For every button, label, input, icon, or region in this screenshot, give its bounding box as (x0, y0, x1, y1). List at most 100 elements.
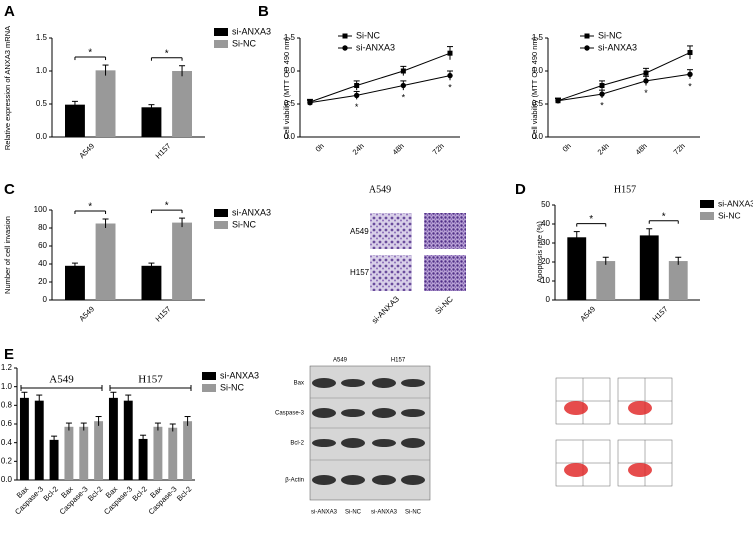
bar (141, 265, 162, 300)
blot-row: Bcl-2 (290, 441, 304, 447)
bar (19, 397, 29, 480)
row-label: A549 (350, 227, 369, 236)
y-tick-label: 0.0 (532, 132, 544, 141)
x-tick-label: H157 (651, 304, 670, 323)
row-label: H157 (350, 268, 370, 277)
blot-row: Bax (294, 381, 304, 387)
marker (307, 99, 313, 106)
marker (447, 50, 453, 56)
western-blot: A549 H157 Bax Caspase-3 Bcl-2 β-Actin si… (275, 358, 431, 516)
y-axis-label: Cell viability (MTT OD 490 nm) (282, 36, 291, 139)
y-tick-label: 0 (546, 295, 551, 304)
y-tick-label: 1.0 (284, 66, 296, 75)
invasion-images: A549 H157 si-ANXA3 Si-NC (350, 213, 466, 325)
y-axis-label: Number of cell invasion (3, 216, 12, 294)
y-tick-label: 0.5 (532, 99, 544, 108)
significance: * (402, 93, 406, 103)
x-tick-label: 24h (596, 141, 611, 156)
y-tick-label: 0.4 (1, 438, 13, 447)
bar (172, 222, 192, 300)
y-tick-label: 20 (541, 257, 550, 266)
marker (643, 78, 649, 84)
micrograph (424, 255, 466, 291)
y-tick-label: 0.0 (36, 132, 48, 141)
significance: * (600, 100, 604, 110)
marker (643, 70, 649, 76)
flow-plots (555, 377, 673, 487)
group-label: H157 (138, 374, 163, 386)
legend-swatch (700, 200, 714, 208)
legend-label: Si-NC (718, 210, 741, 220)
x-tick-label: Bcl-2 (130, 484, 148, 502)
bar (49, 439, 59, 480)
panel-letter: E (4, 346, 14, 363)
line (557, 73, 691, 102)
y-tick-label: 1.0 (36, 66, 48, 75)
legend-label: si-ANXA3 (232, 26, 271, 36)
x-tick-label: 24h (351, 141, 366, 156)
significance: * (88, 202, 92, 213)
y-tick-label: 1.5 (36, 33, 48, 42)
y-tick-label: 60 (38, 241, 47, 250)
legend-label: Si-NC (598, 30, 622, 40)
y-axis-label: Apoptosis rate (%) (535, 221, 544, 283)
bar (123, 400, 133, 480)
significance: * (589, 214, 593, 225)
significance: * (644, 88, 648, 98)
y-tick-label: 20 (38, 277, 47, 286)
y-tick-label: 80 (38, 223, 47, 232)
panel-letter: D (515, 181, 526, 198)
legend-swatch (700, 212, 714, 220)
blot-lane: si-ANXA3 (371, 510, 398, 516)
legend-marker (584, 33, 590, 39)
y-tick-label: 30 (541, 238, 550, 247)
x-tick-label: Bcl-2 (41, 484, 59, 502)
legend-marker (342, 33, 348, 39)
legend-label: Si-NC (232, 38, 256, 48)
panel-letter: B (258, 3, 269, 20)
significance: * (355, 102, 359, 112)
blot-lane: Si-NC (405, 510, 422, 516)
legend-label: Si-NC (232, 219, 256, 229)
x-tick-label: 0h (314, 141, 326, 153)
y-tick-label: 40 (541, 219, 550, 228)
marker (555, 98, 561, 104)
bar (639, 235, 659, 300)
x-tick-label: 48h (391, 141, 406, 156)
x-tick-label: 72h (431, 141, 446, 156)
x-tick-label: Bcl-2 (86, 484, 104, 502)
legend-label: si-ANXA3 (232, 207, 271, 217)
blot-lane: Si-NC (345, 510, 362, 516)
col-label: si-ANXA3 (370, 294, 401, 325)
legend-marker (342, 45, 348, 51)
line (557, 52, 691, 102)
legend-label: Si-NC (356, 30, 380, 40)
col-label: Si-NC (433, 294, 455, 316)
y-tick-label: 1.5 (284, 33, 296, 42)
y-tick-label: 1.0 (532, 66, 544, 75)
y-tick-label: 100 (34, 205, 48, 214)
legend-swatch (214, 40, 228, 48)
significance: * (165, 48, 169, 59)
x-tick-label: 72h (672, 141, 687, 156)
legend-label: Si-NC (220, 382, 244, 392)
y-tick-label: 0.2 (1, 456, 13, 465)
y-tick-label: 0 (43, 295, 48, 304)
legend-label: si-ANXA3 (718, 198, 753, 208)
marker (687, 50, 693, 56)
legend-swatch (202, 384, 216, 392)
bar (668, 261, 688, 300)
y-tick-label: 1.5 (532, 33, 544, 42)
y-tick-label: 0.0 (1, 475, 13, 484)
bar (64, 426, 74, 480)
blot-header: H157 (391, 358, 406, 364)
line (309, 52, 451, 103)
x-tick-label: A549 (77, 141, 96, 160)
blot-lane: si-ANXA3 (311, 510, 338, 516)
bar (172, 71, 192, 137)
blot-header: A549 (333, 358, 348, 364)
marker (353, 92, 360, 99)
marker (400, 82, 407, 89)
x-tick-label: 48h (634, 141, 649, 156)
